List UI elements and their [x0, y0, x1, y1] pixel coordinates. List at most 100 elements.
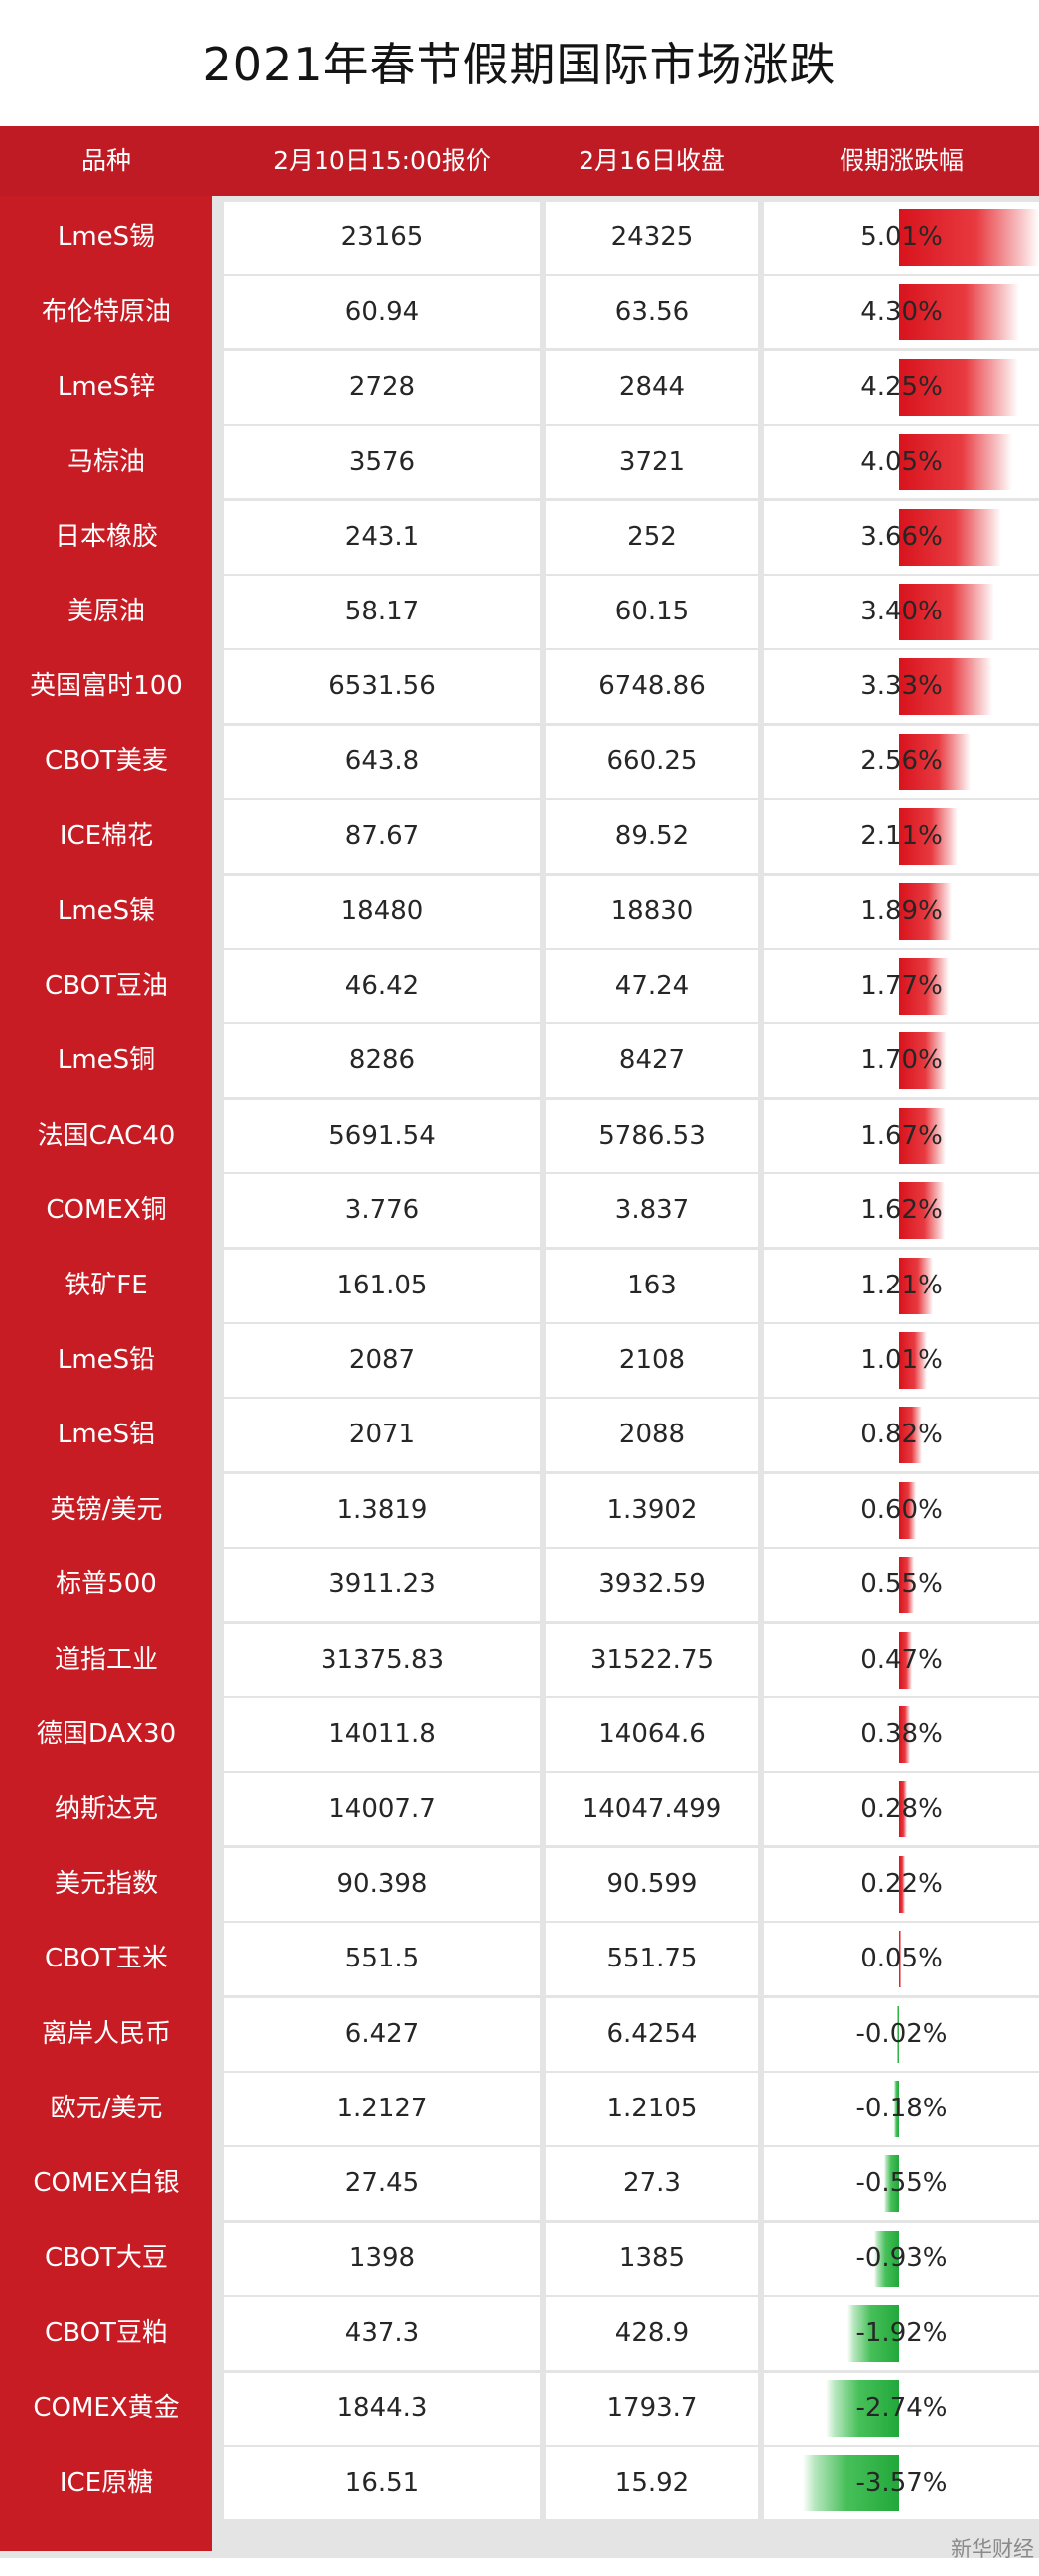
open-price-cell: 2728 [224, 351, 540, 424]
change-pct-cell [764, 2073, 1039, 2145]
change-pct-label: 4.30% [860, 297, 943, 327]
open-price-value: 8286 [348, 1045, 416, 1075]
header-variety: 品种 [80, 146, 131, 175]
header-open-price: 2月10日15:00报价 [273, 146, 491, 175]
close-price-cell: 5786.53 [546, 1100, 758, 1172]
change-pct-label: 1.62% [860, 1195, 943, 1225]
change-pct-label: -3.57% [855, 2468, 948, 2498]
close-price-value: 63.56 [614, 297, 690, 327]
open-price-cell: 6.427 [224, 1998, 540, 2071]
change-pct-label: 2.11% [860, 821, 943, 851]
positive-change-bar [899, 808, 958, 865]
positive-change-bar [899, 734, 971, 790]
positive-change-bar [899, 958, 949, 1015]
positive-change-bar [899, 359, 1018, 416]
variety-name: 欧元/美元 [50, 2094, 163, 2123]
close-price-cell: 428.9 [546, 2297, 758, 2370]
variety-name: LmeS镍 [57, 896, 156, 926]
negative-change-bar [897, 2006, 899, 2063]
close-price-value: 14064.6 [598, 1719, 706, 1749]
change-pct-cell [764, 2223, 1039, 2295]
change-pct-cell [764, 1923, 1039, 1995]
negative-change-bar [803, 2455, 899, 2511]
change-pct-cell [764, 2297, 1039, 2370]
positive-change-bar [899, 1931, 901, 1987]
close-price-cell: 2108 [546, 1324, 758, 1397]
close-price-cell: 15.92 [546, 2447, 758, 2519]
close-price-cell: 47.24 [546, 950, 758, 1022]
positive-change-bar [899, 1258, 933, 1314]
open-price-value: 14007.7 [328, 1794, 436, 1824]
close-price-value: 2844 [618, 372, 686, 402]
open-price-value: 5691.54 [328, 1121, 436, 1151]
close-price-value: 1.3902 [606, 1495, 698, 1525]
change-pct-label: -0.02% [855, 2019, 948, 2049]
close-price-value: 27.3 [623, 2168, 681, 2198]
open-price-cell: 87.67 [224, 800, 540, 873]
close-price-value: 252 [627, 522, 677, 552]
open-price-value: 643.8 [344, 746, 420, 776]
change-pct-label: 4.25% [860, 372, 943, 402]
open-price-value: 1398 [348, 2243, 416, 2273]
change-pct-label: 0.60% [860, 1495, 943, 1525]
table-row: CBOT大豆 1398 1385 -0.93% [0, 2223, 1039, 2295]
table-row: CBOT豆油 46.42 47.24 1.77% [0, 950, 1039, 1022]
table-header: 品种 2月10日15:00报价 2月16日收盘 假期涨跌幅 [0, 126, 1039, 196]
table-row: COMEX黄金 1844.3 1793.7 -2.74% [0, 2373, 1039, 2445]
variety-name: 布伦特原油 [41, 297, 171, 327]
close-price-cell: 90.599 [546, 1848, 758, 1921]
table-row: 美原油 58.17 60.15 3.40% [0, 576, 1039, 648]
open-price-value: 3.776 [344, 1195, 420, 1225]
change-pct-label: -0.18% [855, 2094, 948, 2123]
variety-name: CBOT豆粕 [45, 2318, 168, 2348]
watermark: 新华财经 [951, 2537, 1034, 2561]
open-price-cell: 16.51 [224, 2447, 540, 2519]
change-pct-label: 3.33% [860, 671, 943, 701]
positive-change-bar [899, 1182, 945, 1239]
close-price-value: 2088 [618, 1420, 686, 1449]
negative-change-bar [826, 2380, 899, 2437]
change-pct-label: -1.92% [855, 2318, 948, 2348]
open-price-value: 437.3 [344, 2318, 420, 2348]
positive-change-bar [899, 434, 1012, 490]
table-row: CBOT美麦 643.8 660.25 2.56% [0, 726, 1039, 798]
variety-name: 英国富时100 [30, 671, 183, 701]
change-pct-cell [764, 1998, 1039, 2071]
close-price-value: 47.24 [614, 971, 690, 1001]
change-pct-label: 2.56% [860, 746, 943, 776]
close-price-value: 60.15 [614, 597, 690, 626]
negative-change-bar [884, 2155, 899, 2212]
variety-name: ICE棉花 [59, 821, 154, 851]
close-price-cell: 163 [546, 1250, 758, 1322]
close-price-cell: 3721 [546, 426, 758, 498]
open-price-cell: 18480 [224, 876, 540, 948]
close-price-value: 18830 [610, 896, 694, 926]
variety-name: 马棕油 [66, 447, 145, 476]
close-price-value: 15.92 [614, 2468, 690, 2498]
variety-name: CBOT大豆 [45, 2243, 168, 2273]
change-pct-label: 0.82% [860, 1420, 943, 1449]
close-price-cell: 1385 [546, 2223, 758, 2295]
variety-name: 美元指数 [54, 1869, 158, 1899]
variety-name: LmeS铅 [57, 1345, 156, 1375]
variety-name: LmeS锌 [57, 372, 156, 402]
table-row: 英镑/美元 1.3819 1.3902 0.60% [0, 1474, 1039, 1547]
close-price-value: 89.52 [614, 821, 690, 851]
open-price-value: 2728 [348, 372, 416, 402]
positive-change-bar [899, 1632, 912, 1689]
open-price-cell: 3911.23 [224, 1549, 540, 1621]
open-price-cell: 643.8 [224, 726, 540, 798]
open-price-cell: 23165 [224, 202, 540, 274]
change-pct-label: -0.93% [855, 2243, 948, 2273]
close-price-cell: 3932.59 [546, 1549, 758, 1621]
positive-change-bar [899, 1032, 947, 1089]
positive-change-bar [899, 1781, 907, 1837]
change-pct-label: 0.47% [860, 1645, 943, 1675]
positive-change-bar [899, 209, 1039, 266]
chart-title: 2021年春节假期国际市场涨跌 [202, 38, 837, 91]
close-price-value: 14047.499 [582, 1794, 722, 1824]
table-row: COMEX白银 27.45 27.3 -0.55% [0, 2147, 1039, 2220]
change-pct-label: 3.66% [860, 522, 943, 552]
variety-name: COMEX白银 [33, 2168, 180, 2198]
table-row: ICE棉花 87.67 89.52 2.11% [0, 800, 1039, 873]
